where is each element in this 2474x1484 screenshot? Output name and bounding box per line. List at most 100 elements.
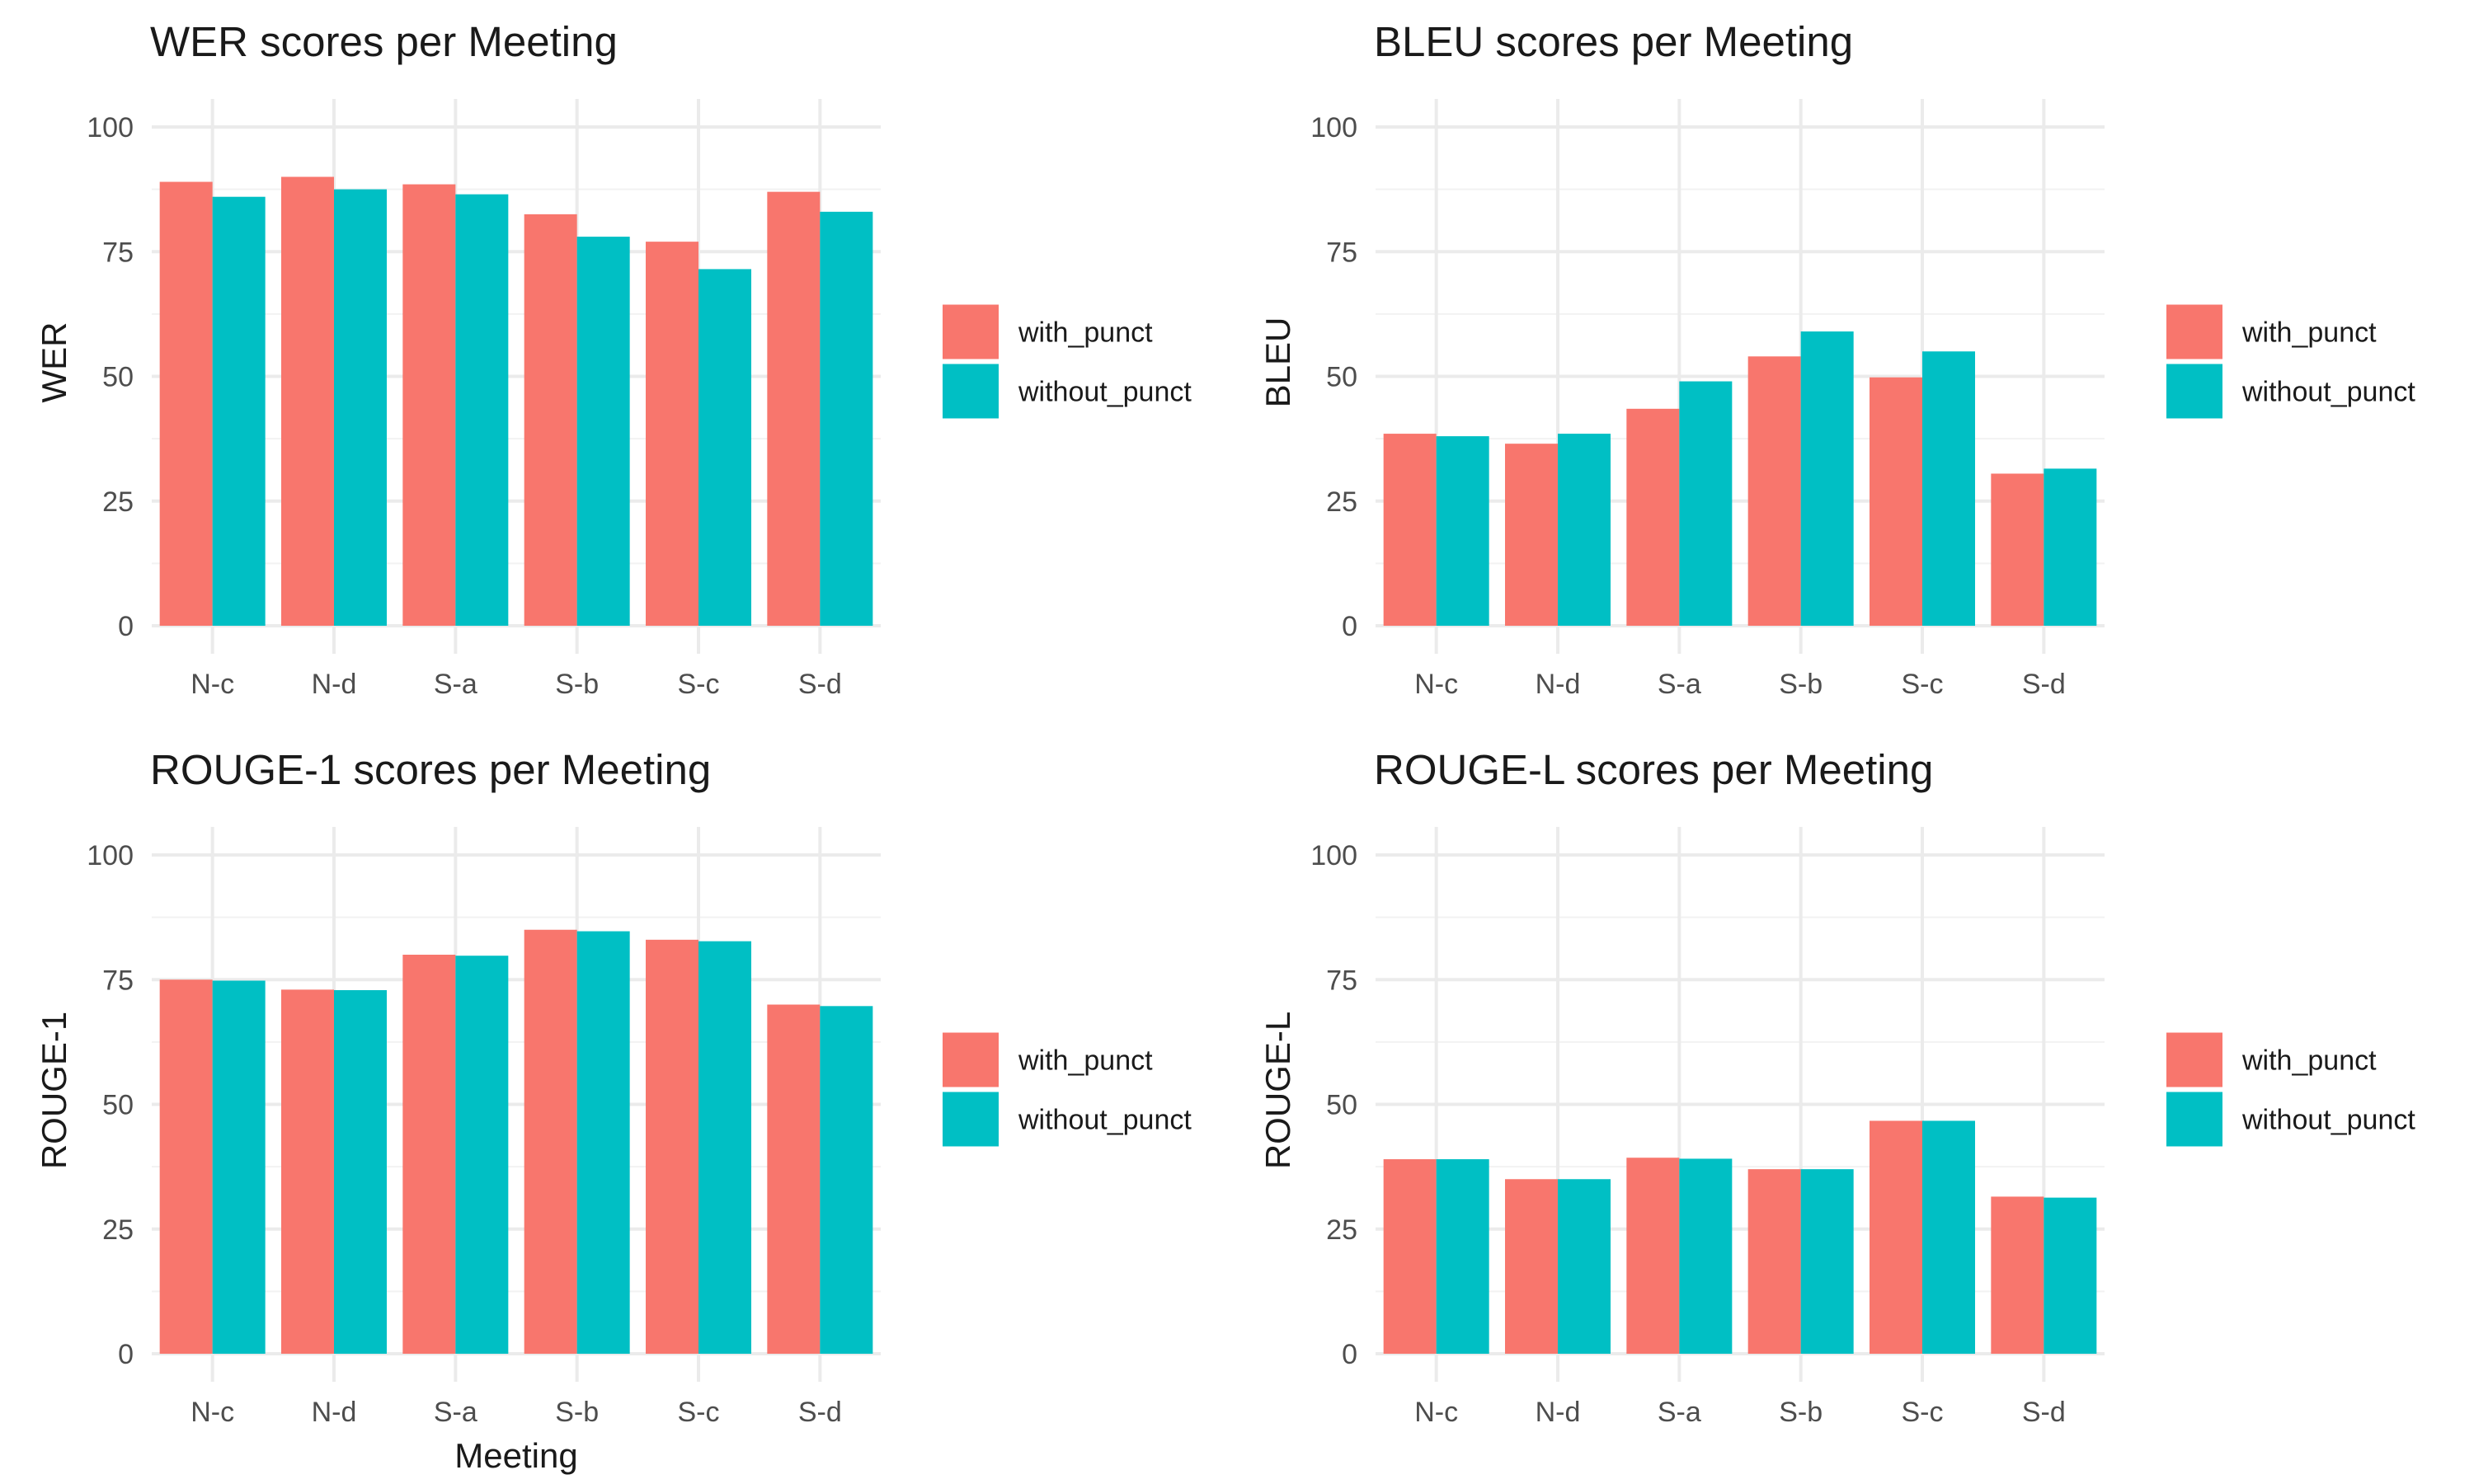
x-tick-label: S-b bbox=[555, 1397, 599, 1428]
bar-without-punct-N-d bbox=[1558, 434, 1611, 626]
y-tick-label: 75 bbox=[102, 965, 134, 996]
bar-with-punct-S-c bbox=[646, 242, 698, 626]
y-tick-label: 25 bbox=[102, 486, 134, 518]
bar-with-punct-S-a bbox=[402, 955, 456, 1354]
y-axis-title: WER bbox=[35, 322, 73, 403]
legend-label: with_punct bbox=[1018, 317, 1153, 349]
y-tick-label: 25 bbox=[1326, 486, 1357, 518]
legend-label: without_punct bbox=[1018, 377, 1192, 408]
bar-without-punct-N-d bbox=[334, 989, 387, 1354]
bar-with-punct-S-a bbox=[1626, 408, 1680, 626]
bar-with-punct-S-b bbox=[1747, 356, 1801, 626]
x-tick-label: N-d bbox=[312, 669, 357, 700]
chart-panel-0: WER scores per Meeting 0 25 50 75 100 N-c N-d S-… bbox=[35, 18, 1192, 700]
bar-with-punct-N-d bbox=[1505, 1179, 1558, 1354]
x-axis-title: Meeting bbox=[454, 1436, 577, 1475]
bar-without-punct-S-b bbox=[576, 931, 630, 1354]
bar-without-punct-S-b bbox=[1800, 1169, 1854, 1354]
chart-title: ROUGE-1 scores per Meeting bbox=[150, 746, 711, 793]
legend-label: without_punct bbox=[2241, 1105, 2415, 1136]
x-tick-label: S-d bbox=[2022, 669, 2066, 700]
y-tick-label: 75 bbox=[102, 237, 134, 268]
x-tick-label: S-a bbox=[434, 669, 477, 700]
y-tick-label: 50 bbox=[102, 362, 134, 393]
y-tick-label: 0 bbox=[118, 611, 134, 642]
y-tick-label: 100 bbox=[1310, 840, 1357, 871]
legend-key-with-punct bbox=[943, 1032, 999, 1087]
bar-with-punct-S-c bbox=[1870, 1120, 1922, 1354]
bar-with-punct-S-d bbox=[1991, 473, 2044, 626]
bar-without-punct-S-a bbox=[455, 956, 509, 1354]
bar-without-punct-S-a bbox=[1679, 1158, 1733, 1354]
y-tick-label: 50 bbox=[1326, 362, 1357, 393]
legend-key-without-punct bbox=[943, 1092, 999, 1147]
legend-label: without_punct bbox=[1018, 1105, 1192, 1136]
chart-title: WER scores per Meeting bbox=[150, 18, 618, 65]
bar-without-punct-S-d bbox=[820, 211, 873, 626]
legend-key-without-punct bbox=[2166, 364, 2222, 419]
legend-key-with-punct bbox=[2166, 1032, 2222, 1087]
bar-with-punct-N-d bbox=[281, 176, 334, 626]
bar-without-punct-N-d bbox=[1558, 1179, 1611, 1354]
y-tick-label: 100 bbox=[87, 840, 134, 871]
bar-with-punct-S-b bbox=[524, 929, 577, 1354]
y-tick-label: 75 bbox=[1326, 237, 1357, 268]
legend-key-without-punct bbox=[943, 364, 999, 419]
bar-with-punct-S-b bbox=[1747, 1169, 1801, 1354]
bar-with-punct-S-d bbox=[1991, 1196, 2044, 1354]
x-tick-label: S-c bbox=[678, 669, 720, 700]
legend-label: with_punct bbox=[1018, 1045, 1153, 1077]
x-tick-label: N-c bbox=[1414, 669, 1458, 700]
bar-without-punct-S-b bbox=[576, 237, 630, 626]
chart-title: ROUGE-L scores per Meeting bbox=[1374, 746, 1933, 793]
x-tick-label: S-c bbox=[1902, 669, 1944, 700]
y-tick-label: 0 bbox=[1342, 611, 1357, 642]
bar-without-punct-S-a bbox=[1679, 381, 1733, 626]
bar-with-punct-N-c bbox=[159, 979, 213, 1354]
legend-label: with_punct bbox=[2241, 1045, 2377, 1077]
bar-with-punct-N-c bbox=[1383, 1159, 1437, 1354]
legend-key-with-punct bbox=[2166, 304, 2222, 359]
bar-without-punct-N-d bbox=[334, 189, 387, 626]
bar-with-punct-S-c bbox=[646, 939, 698, 1354]
bar-with-punct-S-b bbox=[524, 214, 577, 626]
chart-title: BLEU scores per Meeting bbox=[1374, 18, 1853, 65]
bar-with-punct-N-d bbox=[281, 989, 334, 1354]
bar-with-punct-N-c bbox=[1383, 434, 1437, 626]
x-tick-label: S-d bbox=[798, 669, 842, 700]
bar-with-punct-N-d bbox=[1505, 444, 1558, 626]
bar-with-punct-S-a bbox=[402, 184, 456, 626]
bar-without-punct-S-b bbox=[1800, 331, 1854, 626]
x-tick-label: N-d bbox=[1536, 669, 1581, 700]
bar-with-punct-S-a bbox=[1626, 1158, 1680, 1354]
x-tick-label: S-d bbox=[2022, 1397, 2066, 1428]
y-tick-label: 100 bbox=[87, 112, 134, 143]
y-tick-label: 25 bbox=[102, 1214, 134, 1246]
bar-without-punct-S-d bbox=[820, 1006, 873, 1354]
legend-key-with-punct bbox=[943, 304, 999, 359]
x-tick-label: S-a bbox=[434, 1397, 477, 1428]
x-tick-label: S-c bbox=[678, 1397, 720, 1428]
bar-with-punct-S-d bbox=[767, 1004, 821, 1354]
y-tick-label: 0 bbox=[1342, 1339, 1357, 1370]
bar-without-punct-N-c bbox=[1436, 436, 1489, 626]
x-tick-label: S-b bbox=[555, 669, 599, 700]
x-tick-label: N-d bbox=[312, 1397, 357, 1428]
x-tick-label: S-c bbox=[1902, 1397, 1944, 1428]
bar-without-punct-N-c bbox=[212, 196, 266, 626]
x-tick-label: N-d bbox=[1536, 1397, 1581, 1428]
chart-panel-1: BLEU scores per Meeting 0 25 50 75 100 N-c N-d S… bbox=[1258, 18, 2415, 700]
bar-without-punct-S-c bbox=[698, 269, 751, 626]
x-tick-label: N-c bbox=[1414, 1397, 1458, 1428]
y-tick-label: 50 bbox=[102, 1090, 134, 1121]
bar-without-punct-S-d bbox=[2044, 1197, 2097, 1354]
y-axis-title: BLEU bbox=[1258, 317, 1297, 408]
y-tick-label: 100 bbox=[1310, 112, 1357, 143]
bar-with-punct-S-c bbox=[1870, 377, 1922, 626]
x-tick-label: S-d bbox=[798, 1397, 842, 1428]
bar-without-punct-S-d bbox=[2044, 468, 2097, 626]
x-tick-label: S-a bbox=[1658, 1397, 1701, 1428]
y-tick-label: 50 bbox=[1326, 1090, 1357, 1121]
chart-panel-2: ROUGE-1 scores per Meeting 0 25 50 75 100 N-c N… bbox=[35, 746, 1192, 1475]
